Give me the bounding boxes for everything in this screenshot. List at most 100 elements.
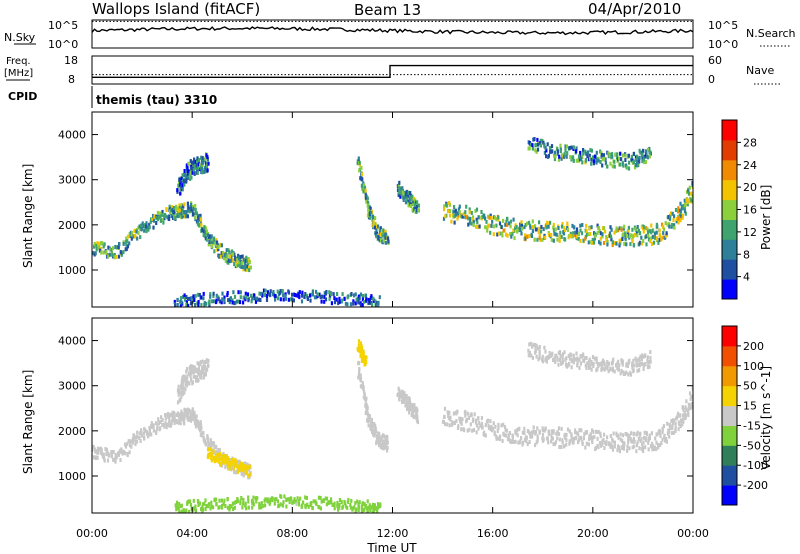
range-cell	[283, 494, 286, 499]
range-cell	[252, 500, 255, 505]
range-cell	[629, 242, 632, 247]
range-cell	[322, 498, 325, 503]
range-cell	[651, 234, 654, 239]
range-cell	[187, 413, 190, 417]
range-cell	[579, 239, 582, 243]
range-cell	[202, 430, 205, 435]
range-cell	[609, 444, 613, 449]
range-cell	[408, 410, 411, 415]
range-cell	[619, 238, 622, 243]
range-cell	[207, 358, 210, 363]
range-cell	[185, 369, 188, 374]
range-cell	[588, 437, 591, 442]
range-cell	[610, 237, 613, 242]
range-cell	[620, 157, 623, 162]
range-cell	[651, 445, 654, 450]
range-cell	[246, 462, 249, 467]
range-cell	[220, 300, 223, 305]
range-cell	[453, 420, 456, 425]
range-cell	[225, 248, 228, 253]
range-cell	[566, 221, 569, 226]
range-cell	[365, 355, 368, 360]
colorbar-swatch	[722, 485, 737, 506]
range-cell	[132, 234, 135, 239]
range-cell	[688, 391, 692, 396]
range-cell	[187, 171, 190, 176]
range-cell	[545, 223, 548, 228]
range-cell	[521, 430, 524, 435]
range-cell	[242, 497, 245, 502]
range-cell	[330, 500, 333, 505]
range-cell	[189, 374, 192, 379]
range-cell	[206, 157, 209, 162]
range-cell	[676, 413, 679, 418]
range-cell	[187, 161, 190, 166]
range-cell	[632, 436, 635, 441]
range-cell	[627, 438, 630, 443]
range-cell	[298, 290, 301, 295]
range-cell	[398, 190, 401, 195]
range-cell	[105, 447, 108, 452]
range-cell	[589, 435, 592, 440]
range-cell	[650, 230, 653, 235]
range-cell	[363, 390, 366, 395]
range-cell	[219, 254, 223, 259]
range-cell	[174, 216, 177, 221]
range-cell	[190, 175, 193, 180]
range-cell	[228, 249, 231, 254]
range-cell	[648, 436, 651, 440]
range-cell	[260, 291, 263, 296]
range-cell	[194, 163, 197, 168]
range-cell	[467, 416, 470, 420]
range-cell	[556, 237, 559, 242]
range-cell	[563, 444, 566, 449]
range-cell	[590, 148, 593, 153]
range-cell	[529, 434, 532, 439]
range-cell	[170, 208, 173, 213]
range-cell	[224, 455, 227, 460]
range-cell	[255, 499, 258, 504]
range-cell	[448, 410, 451, 415]
range-cell	[155, 215, 158, 220]
range-cell	[180, 510, 183, 513]
range-cell	[354, 292, 357, 297]
range-cell	[637, 436, 640, 441]
range-cell	[103, 458, 106, 463]
range-cell	[474, 209, 477, 213]
range-cell	[686, 202, 689, 207]
range-cell	[568, 146, 571, 150]
range-cell	[621, 359, 624, 364]
range-cell	[610, 152, 614, 157]
range-cell	[213, 236, 216, 241]
range-cell	[461, 417, 464, 422]
range-cell	[556, 357, 559, 362]
range-cell	[668, 430, 671, 434]
range-cell	[542, 227, 545, 232]
range-cell	[302, 500, 305, 505]
range-cell	[658, 443, 662, 448]
range-cell	[638, 240, 642, 245]
range-cell	[396, 188, 400, 193]
range-cell	[564, 357, 567, 362]
range-cell	[593, 434, 596, 439]
range-cell	[299, 496, 302, 501]
range-cell	[642, 229, 645, 234]
range-cell	[587, 363, 590, 367]
range-cell	[646, 358, 649, 363]
range-cell	[687, 191, 691, 196]
range-cell	[454, 410, 457, 415]
range-cell	[580, 154, 583, 159]
range-cell	[159, 214, 162, 219]
range-cell	[370, 423, 374, 428]
range-cell	[362, 349, 365, 354]
y-tick-label: 1000	[58, 264, 86, 277]
range-cell	[186, 367, 189, 372]
range-cell	[119, 458, 122, 462]
range-cell	[553, 150, 557, 155]
range-cell	[372, 506, 375, 511]
range-cell	[244, 297, 247, 302]
range-cell	[350, 498, 353, 503]
range-cell	[408, 397, 411, 402]
range-cell	[684, 202, 687, 207]
range-cell	[291, 292, 294, 297]
